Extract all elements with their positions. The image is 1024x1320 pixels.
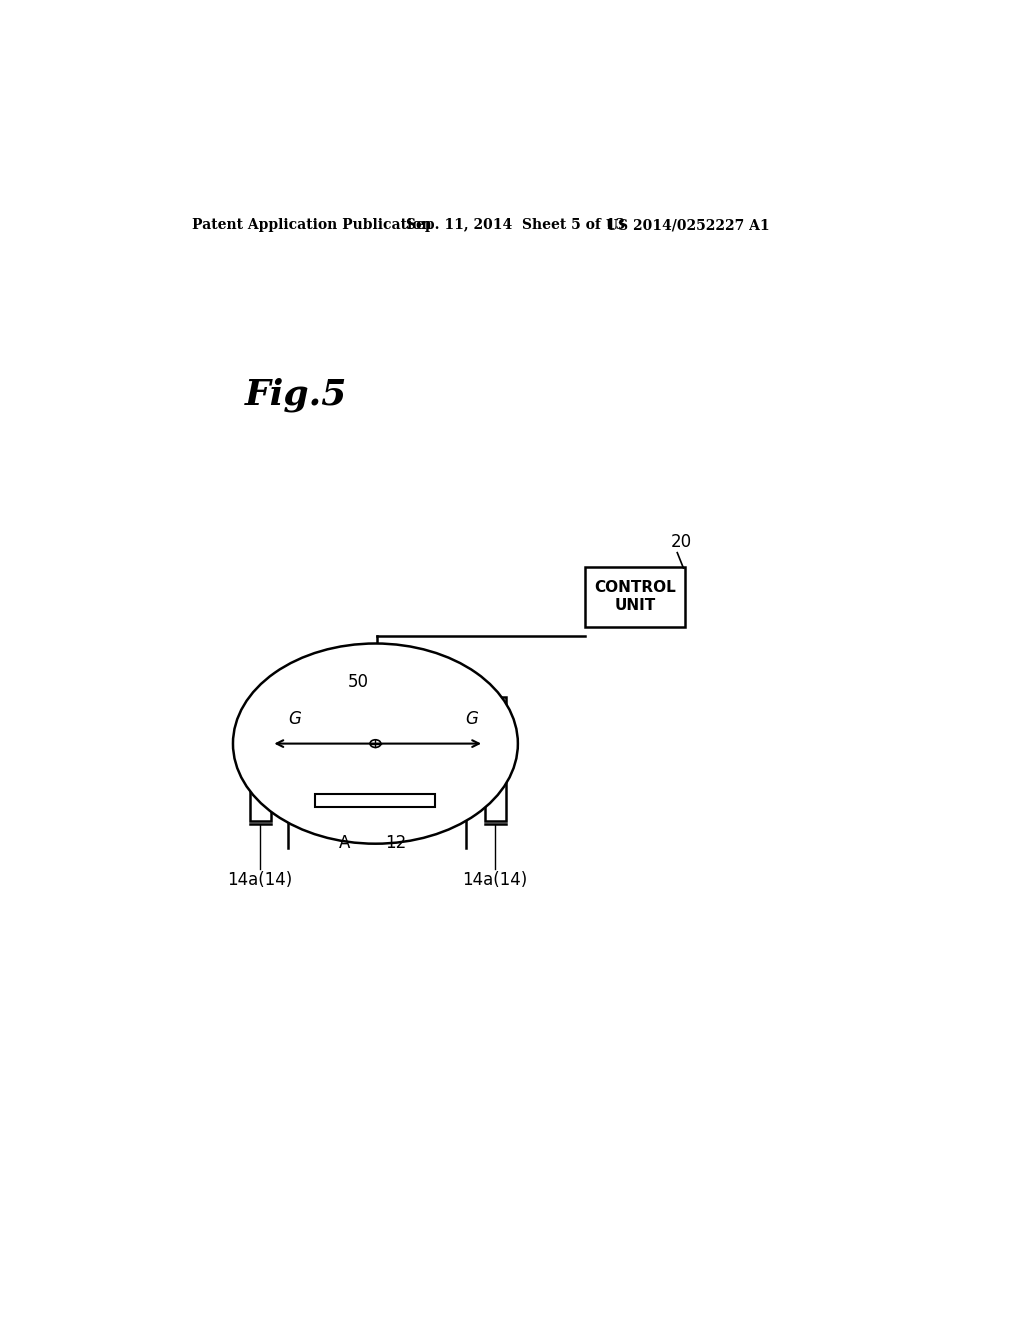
Bar	[250, 697, 270, 821]
Text: 14a(14): 14a(14)	[462, 871, 527, 888]
Bar	[585, 566, 685, 627]
Text: A: A	[339, 834, 350, 853]
Text: US 2014/0252227 A1: US 2014/0252227 A1	[606, 218, 770, 232]
Bar	[484, 697, 506, 821]
Bar	[315, 793, 435, 807]
Text: 14a(14): 14a(14)	[227, 871, 293, 888]
Text: CONTROL
UNIT: CONTROL UNIT	[594, 581, 676, 612]
Text: Patent Application Publication: Patent Application Publication	[193, 218, 432, 232]
Text: G: G	[465, 710, 478, 727]
Text: 20: 20	[671, 533, 691, 552]
Text: Fig.5: Fig.5	[245, 378, 347, 412]
Ellipse shape	[233, 644, 518, 843]
Text: 50: 50	[348, 673, 369, 692]
Text: 12: 12	[386, 834, 407, 853]
Text: Sep. 11, 2014  Sheet 5 of 13: Sep. 11, 2014 Sheet 5 of 13	[407, 218, 626, 232]
Text: G: G	[288, 710, 301, 727]
Ellipse shape	[370, 739, 381, 747]
